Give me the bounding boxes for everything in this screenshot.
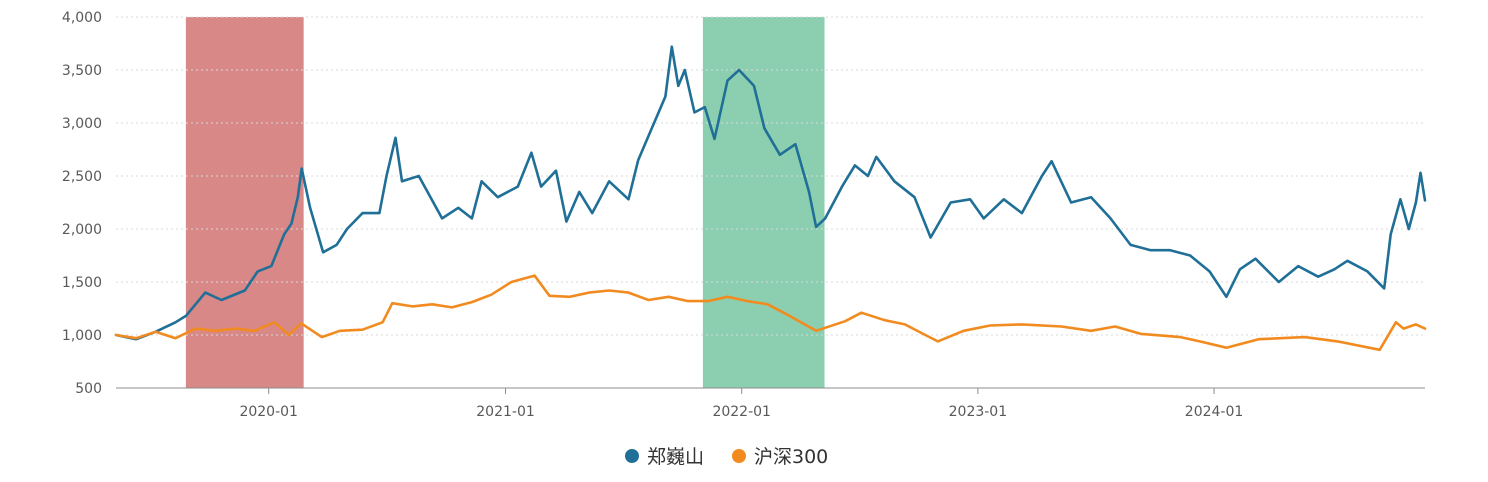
axes: 500 1,000 1,500 2,000 2,500 3,000 3,500 4,000 20… (62, 10, 1425, 420)
x-tick-label: 2021-01 (476, 404, 535, 420)
gridlines (116, 16, 1425, 336)
legend: 郑巍山 沪深300 (625, 446, 828, 468)
y-tick-label: 3,500 (62, 63, 102, 79)
x-tick-label: 2023-01 (949, 404, 1008, 420)
x-tick-label: 2024-01 (1185, 404, 1244, 420)
highlight-bands (185, 17, 825, 388)
series-line-2 (114, 274, 1427, 352)
legend-marker-series-1 (625, 449, 639, 463)
highlight-band-2 (702, 17, 825, 388)
legend-item-series-1[interactable]: 郑巍山 (625, 446, 704, 468)
highlight-band-1 (185, 17, 304, 388)
y-tick-label: 1,000 (62, 328, 102, 344)
y-tick-label: 500 (75, 381, 102, 397)
legend-label-series-2: 沪深300 (754, 446, 828, 468)
y-tick-label: 2,000 (62, 222, 102, 238)
x-tick-label: 2022-01 (712, 404, 771, 420)
x-tick-label: 2020-01 (239, 404, 298, 420)
y-tick-label: 3,000 (62, 116, 102, 132)
series-lines (114, 45, 1427, 352)
series-line-1 (114, 45, 1427, 341)
y-tick-label: 4,000 (62, 10, 102, 26)
y-tick-label: 2,500 (62, 169, 102, 185)
y-tick-label: 1,500 (62, 275, 102, 291)
legend-marker-series-2 (732, 449, 746, 463)
legend-item-series-2[interactable]: 沪深300 (732, 446, 828, 468)
legend-label-series-1: 郑巍山 (647, 446, 704, 468)
